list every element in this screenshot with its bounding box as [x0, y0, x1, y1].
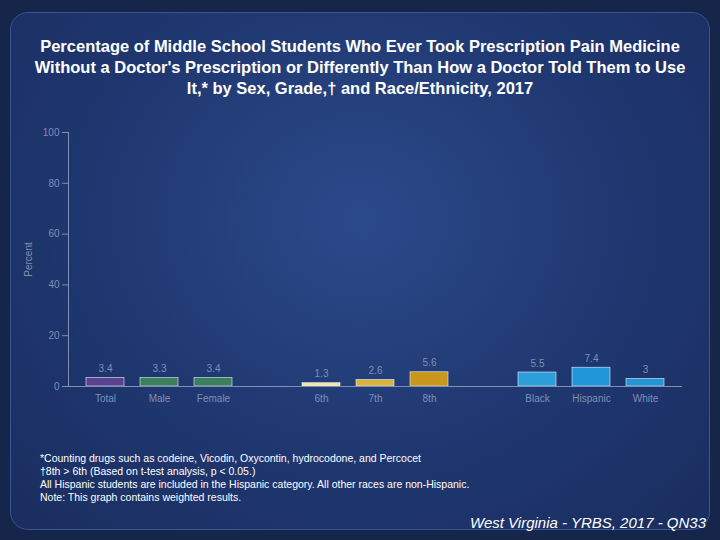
svg-text:Black: Black [525, 393, 550, 404]
svg-text:20: 20 [48, 330, 60, 341]
svg-text:Male: Male [149, 393, 171, 404]
svg-text:3.4: 3.4 [99, 363, 113, 374]
svg-text:6th: 6th [315, 393, 329, 404]
svg-text:40: 40 [48, 279, 60, 290]
svg-text:3: 3 [643, 364, 649, 375]
svg-text:Percent: Percent [23, 242, 34, 277]
svg-text:1.3: 1.3 [315, 368, 329, 379]
html-text:Note: This graph contains weig: Note: This graph contains weighted resul… [40, 491, 242, 503]
html-text:*Counting drugs such as codein: *Counting drugs such as codeine, Vicodin… [40, 452, 421, 464]
svg-text:5.6: 5.6 [423, 357, 437, 368]
svg-text:60: 60 [48, 228, 60, 239]
svg-text:White: White [633, 393, 659, 404]
svg-text:5.5: 5.5 [531, 358, 545, 369]
svg-text:Female: Female [197, 393, 231, 404]
svg-text:Hispanic: Hispanic [572, 393, 610, 404]
svg-text:0: 0 [54, 381, 60, 392]
svg-text:7.4: 7.4 [585, 353, 599, 364]
html-text:Percentage of Middle School St: Percentage of Middle School Students Who… [34, 37, 686, 97]
svg-text:3.4: 3.4 [207, 363, 221, 374]
svg-text:2.6: 2.6 [369, 365, 383, 376]
svg-text:Total: Total [95, 393, 116, 404]
html-text:All Hispanic students are incl: All Hispanic students are included in th… [40, 478, 470, 490]
html-text:West Virginia - YRBS, 2017 - Q: West Virginia - YRBS, 2017 - QN33 [470, 514, 706, 531]
svg-text:8th: 8th [423, 393, 437, 404]
svg-text:7th: 7th [369, 393, 383, 404]
html-text:†8th > 6th (Based on t-test an: †8th > 6th (Based on t-test analysis, p … [40, 465, 256, 477]
svg-text:100: 100 [43, 127, 60, 138]
svg-text:3.3: 3.3 [153, 363, 167, 374]
svg-text:80: 80 [48, 178, 60, 189]
